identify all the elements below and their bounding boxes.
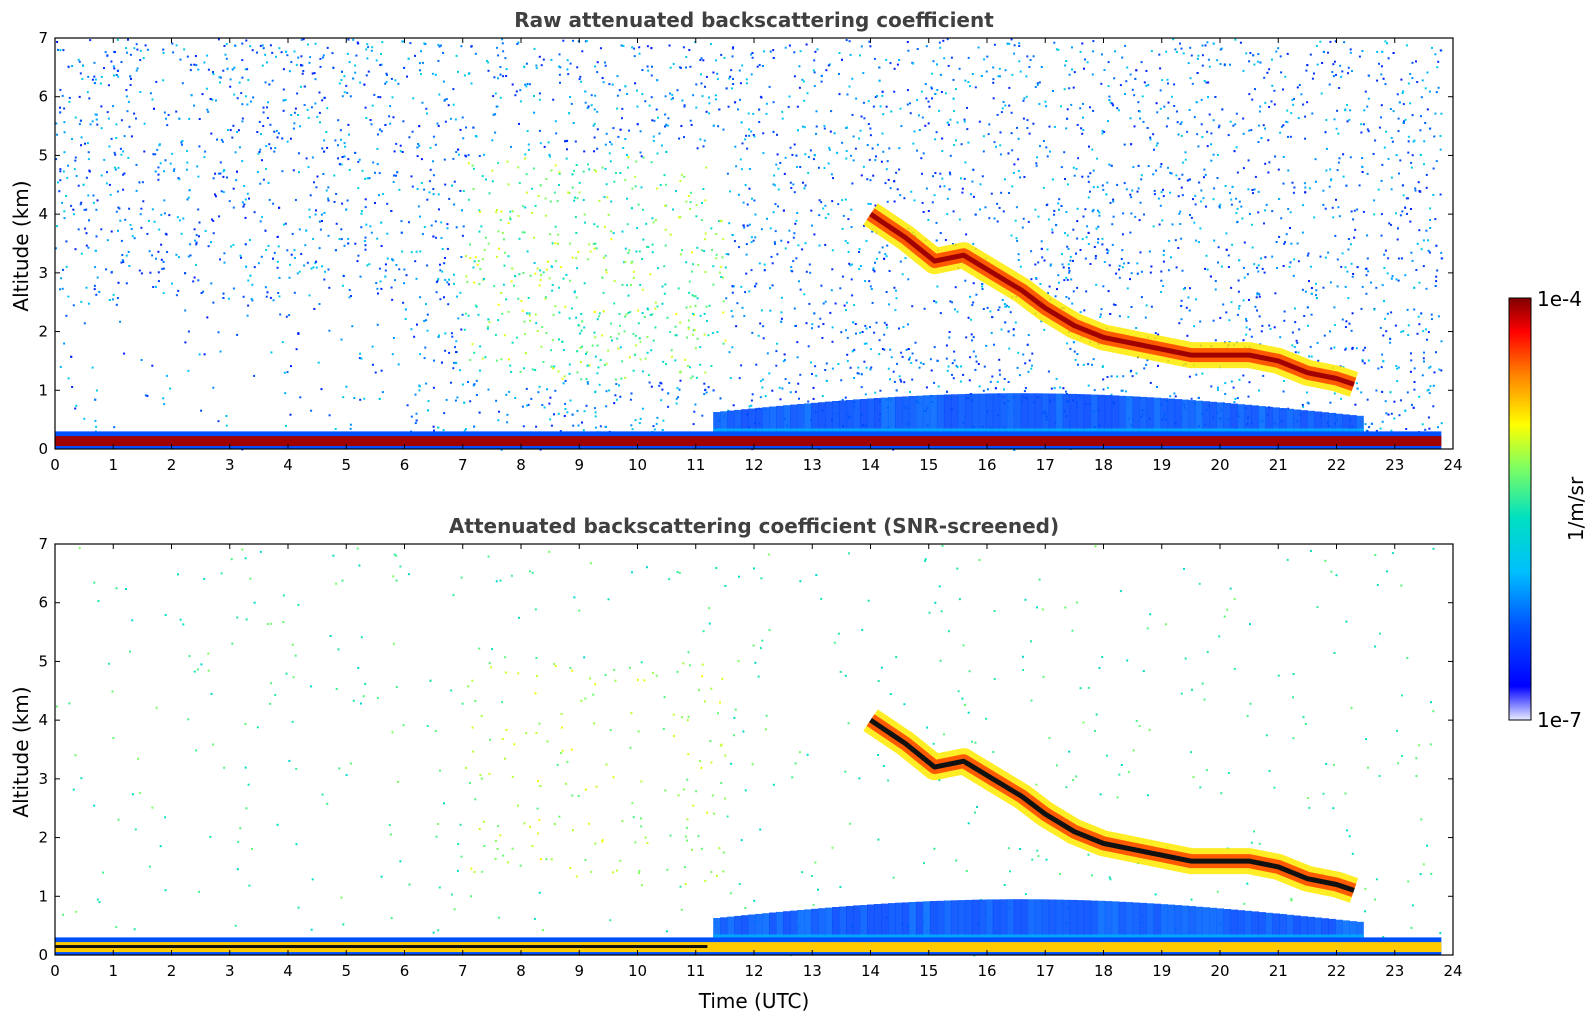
x-tick-label: 24 (1443, 456, 1462, 474)
y-tick-label: 4 (38, 205, 48, 223)
x-tick-label: 22 (1327, 456, 1346, 474)
plot-area-raw: 0 1 2 3 4 5 6 7 8 9 10 11 12 13 14 15 16 17 18 19 20 21 22 23 24… (38, 29, 1462, 474)
x-tick-label: 3 (225, 456, 235, 474)
x-tick-label: 7 (458, 962, 468, 980)
x-axis-label: Time (UTC) (698, 989, 810, 1013)
x-tick-label: 14 (861, 962, 880, 980)
x-tick-label: 19 (1152, 456, 1171, 474)
axes-frame (54, 543, 1454, 956)
y-tick-label: 7 (38, 535, 48, 553)
x-tick-label: 23 (1385, 962, 1404, 980)
x-tick-label: 9 (574, 962, 584, 980)
backscatter-field (55, 38, 1444, 451)
x-tick-label: 18 (1094, 456, 1113, 474)
x-tick-label: 12 (744, 456, 763, 474)
panel-raw: Raw attenuated backscattering coefficien… (9, 8, 1463, 474)
x-tick-label: 18 (1094, 962, 1113, 980)
x-tick-label: 8 (516, 456, 526, 474)
y-tick-label: 4 (38, 711, 48, 729)
y-tick-label: 7 (38, 29, 48, 47)
y-tick-label: 1 (38, 381, 48, 399)
y-tick-label: 6 (38, 594, 48, 612)
x-tick-label: 0 (50, 456, 60, 474)
x-tick-label: 11 (686, 962, 705, 980)
x-tick-label: 22 (1327, 962, 1346, 980)
backscatter-field (55, 544, 1442, 957)
x-tick-label: 10 (628, 456, 647, 474)
panel-screened: Attenuated backscattering coefficient (S… (9, 514, 1463, 1013)
colorbar: 1e-4 1e-7 1/m/sr (1508, 287, 1588, 732)
x-tick-label: 20 (1210, 962, 1229, 980)
x-tick-label: 24 (1443, 962, 1462, 980)
x-tick-label: 13 (803, 456, 822, 474)
y-tick-label: 5 (38, 652, 48, 670)
x-tick-label: 0 (50, 962, 60, 980)
x-tick-label: 19 (1152, 962, 1171, 980)
y-axis-label-raw: Altitude (km) (9, 180, 33, 311)
y-tick-label: 2 (38, 829, 48, 847)
chart-title-raw: Raw attenuated backscattering coefficien… (514, 8, 994, 32)
y-tick-label: 1 (38, 887, 48, 905)
x-tick-label: 2 (167, 456, 177, 474)
x-tick-label: 13 (803, 962, 822, 980)
y-tick-label: 5 (38, 146, 48, 164)
x-tick-label: 5 (341, 962, 351, 980)
x-tick-label: 14 (861, 456, 880, 474)
axes-frame (54, 37, 1454, 450)
x-tick-label: 21 (1269, 456, 1288, 474)
x-tick-label: 8 (516, 962, 526, 980)
x-tick-label: 17 (1036, 456, 1055, 474)
x-tick-label: 9 (574, 456, 584, 474)
y-tick-label: 2 (38, 323, 48, 341)
colorbar-gradient (1508, 297, 1532, 721)
x-tick-label: 6 (400, 962, 410, 980)
y-tick-label: 3 (38, 770, 48, 788)
colorbar-max-label: 1e-4 (1537, 287, 1582, 311)
x-tick-label: 12 (744, 962, 763, 980)
x-tick-label: 11 (686, 456, 705, 474)
x-tick-label: 3 (225, 962, 235, 980)
colorbar-min-label: 1e-7 (1537, 708, 1582, 732)
x-tick-label: 15 (919, 456, 938, 474)
plot-area-screened: 0 1 2 3 4 5 6 7 8 9 10 11 12 13 14 15 16 17 18 19 20 21 22 23 24… (38, 535, 1462, 980)
x-tick-label: 16 (977, 962, 996, 980)
x-tick-label: 10 (628, 962, 647, 980)
y-tick-label: 0 (38, 946, 48, 964)
x-tick-label: 17 (1036, 962, 1055, 980)
x-tick-label: 2 (167, 962, 177, 980)
x-tick-label: 1 (108, 456, 118, 474)
y-tick-label: 6 (38, 88, 48, 106)
y-tick-label: 3 (38, 264, 48, 282)
x-tick-label: 6 (400, 456, 410, 474)
x-tick-label: 5 (341, 456, 351, 474)
x-tick-label: 16 (977, 456, 996, 474)
x-tick-label: 4 (283, 456, 293, 474)
x-tick-label: 7 (458, 456, 468, 474)
colorbar-unit-label: 1/m/sr (1564, 476, 1588, 541)
x-tick-label: 20 (1210, 456, 1229, 474)
y-tick-label: 0 (38, 440, 48, 458)
x-tick-label: 15 (919, 962, 938, 980)
x-tick-label: 4 (283, 962, 293, 980)
y-axis-label-screened: Altitude (km) (9, 686, 33, 817)
x-tick-label: 21 (1269, 962, 1288, 980)
x-tick-label: 23 (1385, 456, 1404, 474)
x-tick-label: 1 (108, 962, 118, 980)
chart-title-screened: Attenuated backscattering coefficient (S… (449, 514, 1059, 538)
